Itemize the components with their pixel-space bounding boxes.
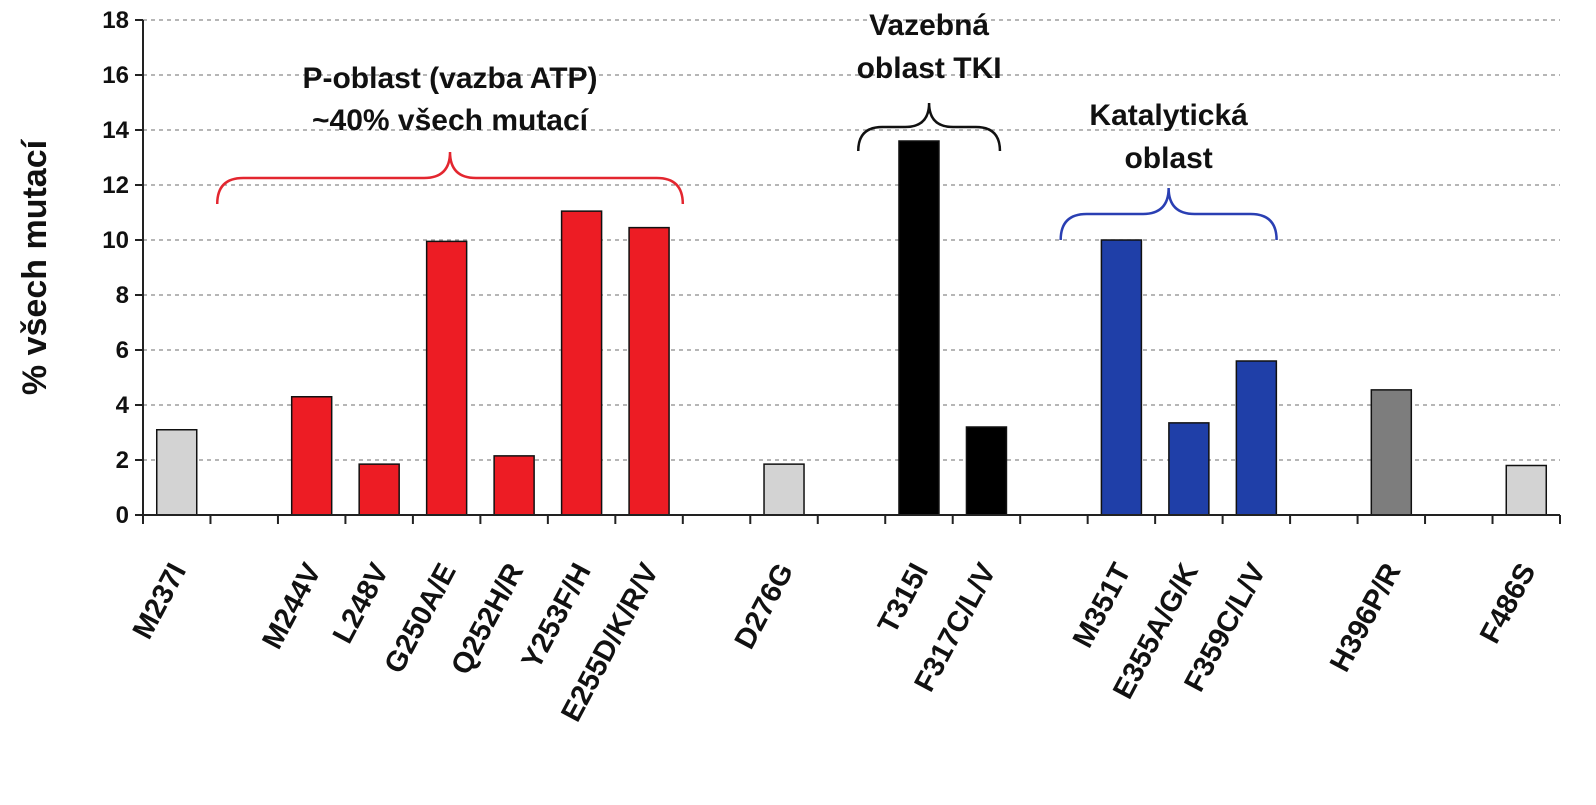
annotation-catalytic: Katalytická <box>1089 99 1248 132</box>
annotation-tki-binding: oblast TKI <box>857 52 1002 85</box>
brace-catalytic <box>1059 187 1278 241</box>
annotation-p-loop: P-oblast (vazba ATP) <box>302 62 597 95</box>
y-tick-label: 4 <box>116 392 130 419</box>
category-label: H396P/R <box>1324 558 1408 677</box>
bar-m244v <box>290 396 333 516</box>
bar-g250a-e <box>425 240 468 516</box>
y-tick-label: 10 <box>102 227 129 254</box>
bar-f486s <box>1505 464 1548 516</box>
bar-l248v <box>358 463 400 516</box>
y-tick-label: 18 <box>102 7 129 34</box>
y-axis-label: % všech mutací <box>16 138 54 395</box>
category-label: M237I <box>127 558 193 644</box>
bar-q252h-r <box>493 455 535 516</box>
bar-h396p-r <box>1370 389 1413 516</box>
y-tick-label: 6 <box>116 337 129 364</box>
annotation-p-loop: ~40% všech mutací <box>312 104 590 137</box>
category-label: L248V <box>327 558 396 649</box>
y-tick-label: 0 <box>116 502 129 529</box>
y-tick-label: 2 <box>116 447 129 474</box>
y-tick-label: 16 <box>102 62 129 89</box>
bar-m237i <box>155 429 198 516</box>
bar-e355a-g-k <box>1168 422 1210 516</box>
category-label: T315I <box>872 558 935 639</box>
bar-f359c-l-v <box>1235 360 1278 516</box>
category-label: F486S <box>1474 558 1542 648</box>
bar-m351t <box>1100 239 1143 516</box>
y-tick-label: 8 <box>116 282 129 309</box>
category-label: M244V <box>256 558 328 655</box>
category-label: M351T <box>1067 558 1138 653</box>
bar-t315i <box>898 140 940 516</box>
y-tick-label: 12 <box>102 172 129 199</box>
bar-e255d-k-r-v <box>628 226 670 516</box>
bar-f317c-l-v <box>965 426 1008 516</box>
bar-y253f-h <box>560 210 603 516</box>
annotation-tki-binding: Vazebná <box>869 9 989 42</box>
brace-tki-binding <box>856 102 1002 152</box>
brace-p-loop <box>215 151 685 205</box>
y-tick-label: 14 <box>102 117 129 144</box>
category-label: D276G <box>729 558 800 654</box>
annotation-catalytic: oblast <box>1124 142 1212 175</box>
bar-d276g <box>763 463 805 516</box>
